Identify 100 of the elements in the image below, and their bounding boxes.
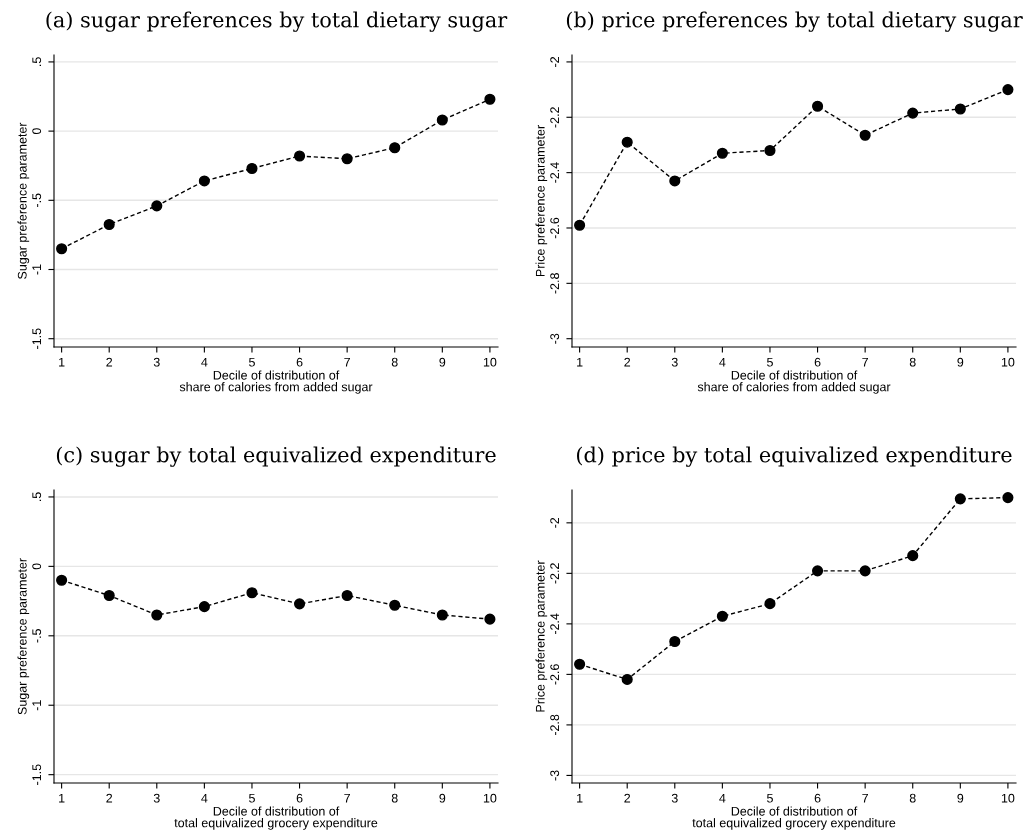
x-tick-label: 1 [577,357,583,367]
x-tick-label: 1 [577,793,583,803]
y-tick-label: -.5 [32,193,42,208]
point [294,598,306,610]
point [484,93,496,105]
point [764,144,776,157]
point [859,565,871,577]
y-tick-label: -2.2 [550,563,559,584]
y-axis-title: Sugar preference parameter [17,122,30,279]
point [389,599,401,611]
x-tick-label: 5 [766,357,773,367]
point [621,673,633,685]
point [716,147,728,159]
y-tick-label: -1.5 [32,328,42,349]
y-axis-title: Price preference parameter [535,560,548,712]
x-tick-label: 7 [344,357,350,367]
chart-title: (b) price preferences by total dietary sugar [566,11,1023,32]
x-tick-label: 8 [909,357,916,367]
x-axis-title: Decile of distribution of share of calories from added sugar [179,370,373,394]
x-tick-label: 9 [439,357,446,367]
point [436,609,448,621]
x-tick-label: 1 [59,793,65,803]
point [56,574,68,586]
point [621,136,633,148]
point [954,103,966,115]
point [341,153,353,165]
x-tick-label: 10 [483,793,497,803]
x-tick-label: 7 [862,793,868,803]
chart-title: (c) sugar by total equivalized expenditure [56,446,496,467]
y-tick-label: -2.8 [550,273,560,294]
point [812,565,824,577]
x-tick-label: 2 [106,357,113,367]
y-tick-label: -1 [32,700,41,711]
x-tick-label: 4 [201,357,208,367]
y-tick-label: 0 [32,563,42,570]
chart-title: (d) price by total equivalized expenditure [577,446,1012,467]
point [246,162,258,175]
y-tick-label: -2.4 [550,613,559,635]
x-tick-label: 4 [201,793,208,803]
x-axis-title: Decile of distribution of total equivalized grocery expenditure [174,806,378,830]
x-tick-label: 8 [909,793,916,803]
point [246,587,258,599]
x-tick-label: 6 [814,357,821,367]
y-tick-label: -1 [32,264,41,275]
x-axis-title: Decile of distribution of total equivalized grocery expenditure [692,806,896,830]
y-tick-label: -3 [550,333,560,344]
y-tick-label: -3 [550,770,560,781]
point [56,243,68,255]
x-tick-label: 8 [391,357,398,367]
point [341,589,353,602]
x-tick-label: 3 [671,793,678,803]
y-axis-title: Sugar preference parameter [17,558,30,715]
x-axis-title: Decile of distribution of share of calories from added sugar [697,370,891,394]
x-tick-label: 6 [296,357,303,367]
x-tick-label: 9 [957,793,964,803]
y-tick-label: -.5 [32,629,42,643]
x-tick-label: 2 [624,793,631,803]
y-tick-label: .5 [32,57,42,66]
y-tick-label: -2.2 [550,107,559,128]
point [812,100,824,112]
x-tick-label: 4 [719,357,726,367]
x-tick-label: 10 [1001,357,1015,367]
point [103,218,115,231]
y-tick-label: -2.4 [550,162,559,183]
point [294,150,306,162]
chart-title: (a) sugar preferences by total dietary sugar [46,11,508,32]
point [907,550,919,562]
x-tick-label: 3 [671,357,678,367]
point [198,601,210,613]
x-tick-label: 2 [624,357,631,367]
point [907,107,919,119]
y-tick-label: .5 [32,492,42,502]
y-tick-label: -2 [550,517,559,528]
x-tick-label: 3 [153,793,160,803]
y-tick-label: -2.6 [550,217,560,239]
x-tick-label: 5 [248,793,255,803]
x-tick-label: 10 [1001,793,1015,803]
point [151,200,163,212]
x-tick-label: 4 [719,793,726,803]
point [764,598,776,610]
point [859,129,871,141]
x-tick-label: 7 [344,793,350,803]
point [1002,84,1014,96]
point [198,175,210,187]
point [574,219,586,231]
x-tick-label: 10 [483,357,497,367]
point [151,609,163,621]
y-axis-title: Price preference parameter [535,125,548,277]
x-tick-label: 6 [296,793,303,803]
point [954,493,966,505]
point [436,114,448,126]
point [1002,492,1014,504]
point [716,610,728,622]
x-tick-label: 5 [248,357,255,367]
point [389,142,401,154]
point [669,175,681,187]
x-tick-label: 1 [59,357,65,367]
point [103,589,115,602]
x-tick-label: 7 [862,357,868,367]
point [574,658,586,670]
